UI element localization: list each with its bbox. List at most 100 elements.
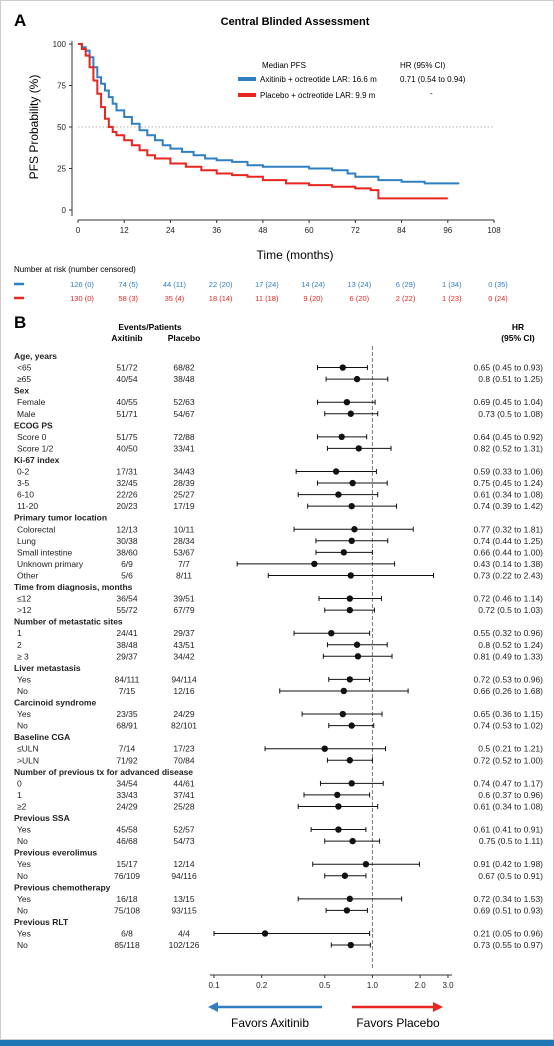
forest-hr-point <box>338 433 345 441</box>
forest-placebo-events: 13/15 <box>173 894 195 904</box>
forest-hr-point <box>348 537 355 544</box>
forest-hr-point <box>339 710 346 718</box>
legend-hr-placebo: - <box>430 89 433 98</box>
forest-placebo-events: 72/88 <box>173 432 195 442</box>
forest-group-header: ECOG PS <box>14 420 53 430</box>
forest-hr-text: 0.59 (0.33 to 1.06) <box>474 467 544 477</box>
forest-subgroup-label: Score 1/2 <box>17 443 54 453</box>
forest-hr-point <box>351 526 358 533</box>
forest-placebo-events: 7/7 <box>178 559 190 569</box>
forest-placebo-events: 28/34 <box>173 536 195 546</box>
km-x-tick-label: 36 <box>212 226 221 235</box>
forest-hr-point <box>341 872 349 879</box>
forest-hr-text: 0.91 (0.42 to 1.98) <box>474 859 544 869</box>
forest-hr-text: 0.66 (0.26 to 1.68) <box>474 686 544 696</box>
favors-placebo-label: Favors Placebo <box>356 1016 440 1030</box>
forest-subgroup-label: Score 0 <box>17 432 47 442</box>
panel-b-label: B <box>14 313 26 332</box>
forest-subgroup-label: No <box>17 836 28 846</box>
forest-subgroup-label: Yes <box>17 674 31 684</box>
forest-hr-point <box>340 687 348 695</box>
risk-table-cell: 18 (14) <box>209 294 233 303</box>
forest-hr-point <box>348 780 355 787</box>
forest-group-header: Time from diagnosis, months <box>14 582 133 592</box>
forest-hr-text: 0.61 (0.34 to 1.08) <box>474 490 544 500</box>
forest-axitinib-events: 29/37 <box>116 651 138 661</box>
forest-axitinib-events: 51/72 <box>116 363 138 373</box>
forest-hr-point <box>328 630 335 637</box>
forest-hr-point <box>311 560 318 568</box>
forest-hr-point <box>353 375 361 383</box>
forest-placebo-events: 34/43 <box>173 467 195 477</box>
forest-axitinib-events: 23/35 <box>116 709 138 719</box>
risk-table-cell: 6 (20) <box>350 294 370 303</box>
risk-table-cell: 0 (35) <box>488 280 508 289</box>
km-y-axis-label: PFS Probability (%) <box>27 75 41 180</box>
forest-subgroup-label: Yes <box>17 929 31 939</box>
forest-axitinib-events: 5/6 <box>121 570 133 580</box>
forest-hr-point <box>348 502 355 510</box>
forest-x-tick-label: 0.2 <box>256 981 268 990</box>
forest-hr-text: 0.69 (0.45 to 1.04) <box>474 397 544 407</box>
forest-placebo-events: 52/57 <box>173 825 195 835</box>
forest-header-placebo: Placebo <box>168 333 201 343</box>
forest-hr-text: 0.8 (0.51 to 1.25) <box>478 374 543 384</box>
forest-subgroup-label: No <box>17 905 28 915</box>
forest-hr-text: 0.74 (0.44 to 1.25) <box>474 536 544 546</box>
km-x-tick-label: 24 <box>166 226 175 235</box>
forest-placebo-events: 94/114 <box>171 674 197 684</box>
forest-axitinib-events: 55/72 <box>116 605 138 615</box>
risk-table-cell: 14 (24) <box>301 280 325 289</box>
risk-table-cell: 11 (18) <box>255 294 279 303</box>
forest-axitinib-events: 75/108 <box>114 905 140 915</box>
forest-x-tick-label: 0.5 <box>319 981 331 990</box>
risk-table-cell: 13 (24) <box>347 280 371 289</box>
forest-subgroup-label: No <box>17 940 28 950</box>
forest-subgroup-label: >12 <box>17 605 32 615</box>
forest-header-hr: HR <box>512 322 524 332</box>
risk-table-cell: 44 (11) <box>163 280 187 289</box>
forest-hr-point <box>346 757 354 764</box>
forest-subgroup-label: ≥2 <box>17 801 27 811</box>
km-axes: 0 25 50 75 100 0 12 24 36 48 60 72 84 96 108 <box>53 40 502 235</box>
km-x-tick-label: 84 <box>397 226 406 235</box>
forest-hr-text: 0.72 (0.34 to 1.53) <box>474 894 544 904</box>
forest-subgroup-label: 1 <box>17 790 22 800</box>
forest-hr-text: 0.21 (0.05 to 0.96) <box>474 929 544 939</box>
forest-x-tick-label: 3.0 <box>442 981 454 990</box>
forest-placebo-events: 28/39 <box>173 478 195 488</box>
forest-subgroup-label: 3-5 <box>17 478 30 488</box>
forest-hr-point <box>346 595 354 602</box>
forest-placebo-events: 10/11 <box>174 524 195 534</box>
forest-axitinib-events: 85/118 <box>114 940 140 950</box>
forest-placebo-events: 82/101 <box>171 721 197 731</box>
km-title: Central Blinded Assessment <box>221 16 370 28</box>
forest-hr-text: 0.73 (0.5 to 1.08) <box>478 409 543 419</box>
forest-hr-point <box>347 941 354 949</box>
forest-hr-text: 0.61 (0.34 to 1.08) <box>474 801 544 811</box>
forest-subgroup-label: ≤12 <box>17 594 31 604</box>
forest-hr-text: 0.77 (0.32 to 1.81) <box>474 524 544 534</box>
forest-subgroup-label: Other <box>17 570 38 580</box>
forest-group-header: Carcinoid syndrome <box>14 698 96 708</box>
km-curve-axitinib <box>78 43 460 185</box>
km-y-tick-label: 50 <box>57 123 66 132</box>
forest-header-axitinib: Axitinib <box>111 333 142 343</box>
km-x-tick-label: 108 <box>487 226 501 235</box>
legend-hr-value: 0.71 (0.54 to 0.94) <box>400 75 466 84</box>
km-x-axis-label: Time (months) <box>257 248 334 262</box>
risk-table-cell: 58 (3) <box>118 294 138 303</box>
forest-hr-text: 0.82 (0.52 to 1.31) <box>474 443 544 453</box>
panel-a: A Central Blinded Assessment PFS Probabi… <box>14 11 508 303</box>
risk-table-cell: 0 (24) <box>488 294 508 303</box>
forest-placebo-events: 8/11 <box>176 570 192 580</box>
forest-placebo-events: 68/82 <box>173 363 195 373</box>
km-x-tick-label: 96 <box>443 226 452 235</box>
km-x-tick-label: 48 <box>258 226 267 235</box>
forest-hr-point <box>339 364 346 371</box>
forest-hr-text: 0.55 (0.32 to 0.96) <box>474 628 544 638</box>
forest-placebo-events: 67/79 <box>173 605 195 615</box>
legend-header-hr: HR (95% CI) <box>400 61 446 70</box>
forest-placebo-events: 12/14 <box>173 859 195 869</box>
